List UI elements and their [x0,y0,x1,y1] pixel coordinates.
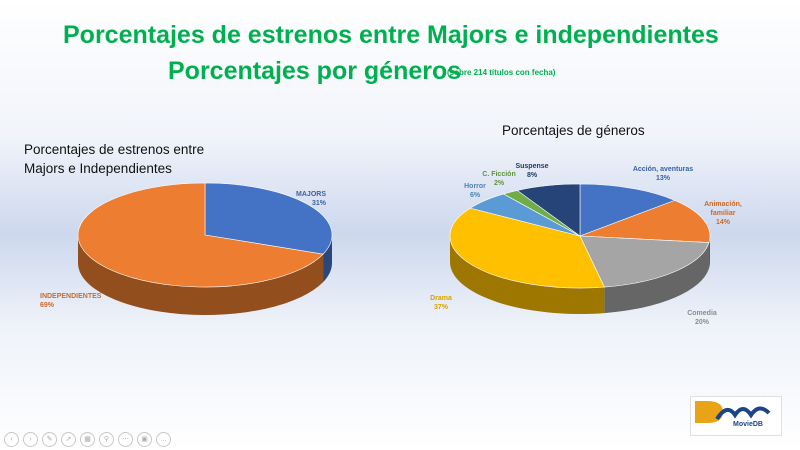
pie-2-slice-2 [579,235,710,288]
slide-title-line2: Porcentajes por géneros [168,57,462,85]
options-icon[interactable]: … [156,432,171,447]
chart1-title-line1: Porcentajes de estrenos entre [24,142,205,157]
pie-2-side-1 [708,236,710,269]
zoom-icon[interactable]: ⚲ [99,432,114,447]
pie-1: MAJORS 31% INDEPENDIENTES 69% [40,182,333,316]
prev-icon[interactable]: ‹ [4,432,19,447]
pie-2-label-6: Suspense 8% [515,163,548,179]
pie-2-side-3 [450,236,605,314]
pie-2-slice-0 [579,183,676,237]
slides-icon[interactable]: ▦ [80,432,95,447]
pie-2-slice-3 [449,207,605,289]
pie-1-slice-0 [204,182,333,255]
slide-title-note: (sobre 214 títulos con fecha) [447,68,556,77]
pie-2-label-2: Comedia 20% [687,310,717,326]
pie-2: Acción, aventuras 13% Animación, familiar 14… [430,163,742,326]
pen-icon[interactable]: ✎ [42,432,57,447]
logo-text: MovieDB [733,421,763,428]
pie-1-side-1 [78,235,324,316]
pie-2-label-1: Animación, familiar 14% [704,201,742,226]
pie-2-label-5: C. Ficción 2% [482,171,515,187]
pie-2-label-4: Horror 6% [464,183,486,199]
pie-2-side-2 [604,242,709,314]
pie-2-slice-6 [516,183,581,237]
slide-title-line1: Porcentajes de estrenos entre Majors e i… [63,21,719,49]
pie-1-label-1: INDEPENDIENTES 69% [40,293,102,309]
chart1-title: Porcentajes de estrenos entre Majors e I… [24,140,204,178]
pie-1-slice-1 [77,182,324,288]
pie-1-label-0: MAJORS 31% [296,191,327,207]
pie-2-label-0: Acción, aventuras 13% [633,166,693,182]
next-icon[interactable]: › [23,432,38,447]
presentation-toolbar: ‹ › ✎ ➚ ▦ ⚲ ⋯ ▣ … [4,432,171,447]
logo-mark-icon [695,401,771,423]
pie-2-slice-1 [579,200,711,243]
chart2-title: Porcentajes de géneros [502,123,645,138]
pie-1-side-0 [323,235,332,283]
moviedb-logo: MovieDB [690,396,782,436]
pointer-icon[interactable]: ➚ [61,432,76,447]
more-icon[interactable]: ⋯ [118,432,133,447]
chart1-title-line2: Majors e Independientes [24,161,172,176]
camera-icon[interactable]: ▣ [137,432,152,447]
pie-2-label-3: Drama 37% [430,295,452,311]
